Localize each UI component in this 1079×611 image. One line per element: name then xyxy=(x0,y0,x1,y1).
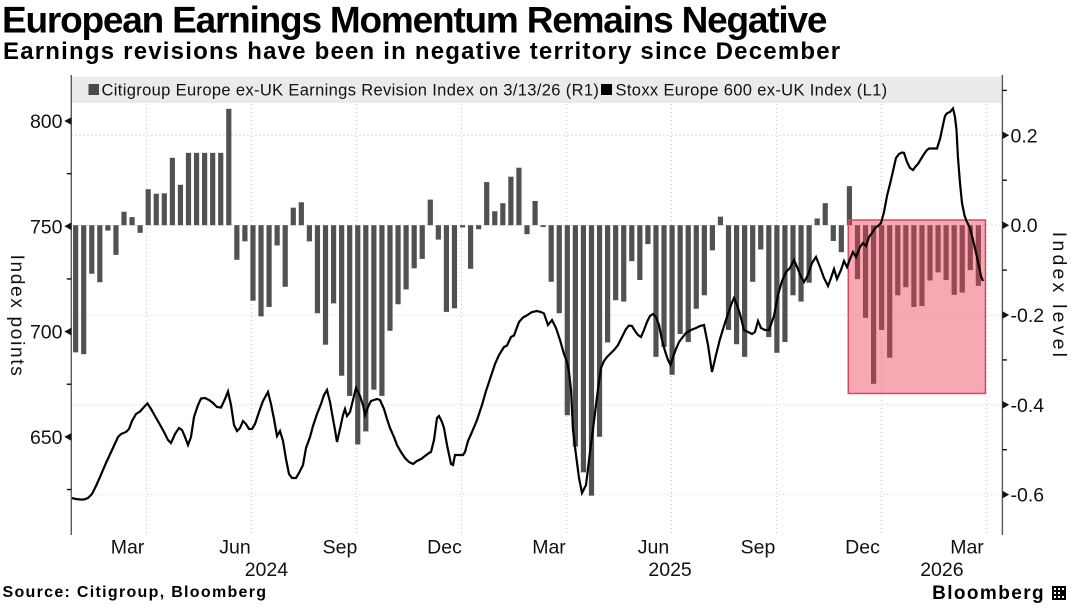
svg-text:-0.2: -0.2 xyxy=(1011,305,1045,327)
svg-text:Source: Citigroup, Bloomberg: Source: Citigroup, Bloomberg xyxy=(3,584,268,601)
svg-text:Dec: Dec xyxy=(845,537,880,559)
svg-text:800: 800 xyxy=(30,111,63,133)
svg-text:Mar: Mar xyxy=(950,537,984,559)
svg-text:Index points: Index points xyxy=(6,255,27,378)
svg-text:Jun: Jun xyxy=(638,537,669,559)
svg-text:Jun: Jun xyxy=(219,537,250,559)
svg-text:Stoxx Europe 600 ex-UK Index (: Stoxx Europe 600 ex-UK Index (L1) xyxy=(616,82,888,100)
svg-text:-0.4: -0.4 xyxy=(1011,395,1045,417)
svg-text:700: 700 xyxy=(30,322,63,344)
svg-text:Mar: Mar xyxy=(532,537,566,559)
svg-text:Earnings revisions have been i: Earnings revisions have been in negative… xyxy=(3,38,841,65)
svg-text:2025: 2025 xyxy=(648,559,692,581)
svg-text:Bloomberg: Bloomberg xyxy=(932,583,1045,604)
svg-text:Dec: Dec xyxy=(427,537,462,559)
svg-text:European Earnings Momentum Rem: European Earnings Momentum Remains Negat… xyxy=(2,0,827,40)
svg-text:2024: 2024 xyxy=(245,559,289,581)
svg-text:2026: 2026 xyxy=(920,559,963,581)
svg-text:Index level: Index level xyxy=(1048,232,1070,360)
svg-text:0.2: 0.2 xyxy=(1011,125,1038,147)
svg-text:650: 650 xyxy=(30,427,63,449)
svg-text:Sep: Sep xyxy=(323,537,358,559)
svg-text:Citigroup Europe ex-UK Earning: Citigroup Europe ex-UK Earnings Revision… xyxy=(102,82,600,100)
svg-text:Sep: Sep xyxy=(741,537,776,559)
svg-text:-0.6: -0.6 xyxy=(1011,485,1045,507)
svg-text:750: 750 xyxy=(30,216,63,238)
svg-text:Mar: Mar xyxy=(111,537,145,559)
svg-text:0.0: 0.0 xyxy=(1011,215,1038,237)
